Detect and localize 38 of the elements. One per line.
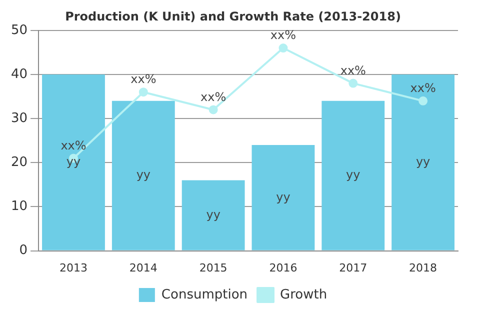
data-label: xx% bbox=[60, 138, 86, 152]
bar bbox=[42, 74, 105, 250]
point bbox=[278, 44, 288, 53]
data-label: xx% bbox=[340, 63, 366, 78]
data-label: yy bbox=[346, 168, 360, 182]
x-tick-label: 2014 bbox=[129, 261, 158, 274]
data-label: yy bbox=[416, 154, 430, 169]
x-tick-label: 2016 bbox=[269, 261, 298, 274]
chart-title: Production (K Unit) and Growth Rate (2013-2018) bbox=[65, 9, 401, 24]
y-tick-label: 20 bbox=[10, 155, 28, 170]
data-label: yy bbox=[136, 168, 151, 182]
x-tick-label: 2013 bbox=[59, 261, 88, 274]
x-tick-label: 2017 bbox=[339, 261, 368, 274]
data-label: yy bbox=[66, 154, 81, 169]
bar bbox=[392, 74, 455, 250]
bar bbox=[322, 100, 385, 250]
y-tick-label: 30 bbox=[10, 110, 28, 126]
data-label: xx% bbox=[130, 72, 156, 86]
y-tick-label: 40 bbox=[10, 66, 28, 82]
x-tick-label: 2018 bbox=[409, 261, 438, 274]
point bbox=[348, 78, 358, 88]
bar bbox=[182, 180, 245, 250]
x-tick-label: 2015 bbox=[199, 261, 228, 274]
y-tick-label: 50 bbox=[10, 22, 28, 38]
legend-label: Consumption bbox=[161, 287, 248, 302]
point bbox=[208, 105, 218, 114]
legend-label: Growth bbox=[280, 287, 328, 302]
y-tick-label: 0 bbox=[19, 243, 28, 258]
data-label: yy bbox=[206, 207, 220, 222]
point bbox=[138, 88, 148, 97]
bar bbox=[252, 145, 315, 250]
y-tick-label: 10 bbox=[10, 199, 28, 214]
bar bbox=[112, 100, 175, 250]
data-label: xx% bbox=[410, 81, 436, 96]
data-label: yy bbox=[276, 190, 290, 204]
data-label: xx% bbox=[200, 90, 226, 104]
point bbox=[418, 96, 428, 106]
data-label: xx% bbox=[270, 28, 296, 42]
